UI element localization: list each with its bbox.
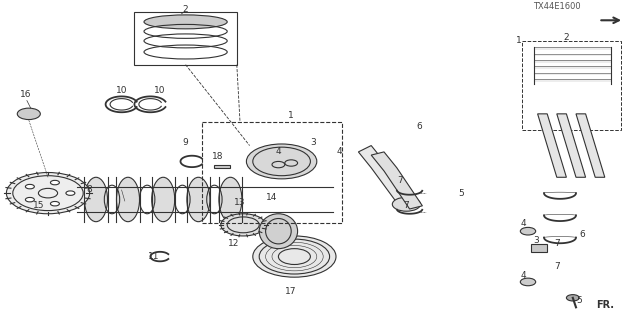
Polygon shape <box>371 152 422 209</box>
Circle shape <box>246 144 317 179</box>
Text: 4: 4 <box>337 148 342 156</box>
Text: 4: 4 <box>521 271 526 280</box>
Text: 14: 14 <box>266 193 278 202</box>
Circle shape <box>26 197 35 202</box>
Circle shape <box>17 108 40 120</box>
Text: 4: 4 <box>276 148 281 156</box>
Bar <box>214 164 230 168</box>
Polygon shape <box>538 114 566 177</box>
Text: 7: 7 <box>554 239 559 248</box>
Text: 12: 12 <box>228 239 239 248</box>
Ellipse shape <box>187 177 210 222</box>
Bar <box>522 41 621 130</box>
Text: 1: 1 <box>289 111 294 120</box>
Text: 16: 16 <box>20 90 31 99</box>
Circle shape <box>253 236 336 277</box>
Text: 7: 7 <box>404 201 409 210</box>
Text: 4: 4 <box>521 219 526 228</box>
Bar <box>202 122 342 223</box>
Ellipse shape <box>259 214 298 249</box>
Text: 9: 9 <box>183 138 188 147</box>
Circle shape <box>566 295 579 301</box>
Ellipse shape <box>84 177 108 222</box>
Text: 7: 7 <box>554 261 559 271</box>
Circle shape <box>520 228 536 235</box>
Text: 3: 3 <box>311 138 316 147</box>
Text: 10: 10 <box>116 85 127 94</box>
Circle shape <box>520 278 536 286</box>
Text: 15: 15 <box>33 201 44 210</box>
Text: 7: 7 <box>397 176 403 185</box>
Text: 18: 18 <box>212 152 223 161</box>
Text: 3: 3 <box>534 236 539 245</box>
Ellipse shape <box>116 177 140 222</box>
Circle shape <box>51 180 60 185</box>
Bar <box>134 12 237 65</box>
Circle shape <box>6 172 90 214</box>
Polygon shape <box>557 114 586 177</box>
Circle shape <box>392 197 420 211</box>
Circle shape <box>66 191 75 195</box>
Text: 10: 10 <box>154 85 166 94</box>
Text: 11: 11 <box>148 252 159 261</box>
Ellipse shape <box>152 177 175 222</box>
Text: 17: 17 <box>285 287 297 296</box>
Polygon shape <box>358 146 410 203</box>
Text: FR.: FR. <box>596 300 614 310</box>
Text: 5: 5 <box>458 188 463 198</box>
Bar <box>531 244 547 252</box>
Polygon shape <box>576 114 605 177</box>
Circle shape <box>221 214 266 236</box>
Text: 5: 5 <box>577 296 582 306</box>
Text: TX44E1600: TX44E1600 <box>533 2 580 11</box>
Ellipse shape <box>144 15 227 29</box>
Text: 6: 6 <box>580 230 585 239</box>
Text: 6: 6 <box>417 122 422 131</box>
Text: 2: 2 <box>183 5 188 14</box>
Text: 8: 8 <box>87 186 92 195</box>
Text: 13: 13 <box>234 198 246 207</box>
Text: 2: 2 <box>564 33 569 42</box>
Circle shape <box>26 184 35 189</box>
Text: 1: 1 <box>516 36 521 45</box>
Ellipse shape <box>219 177 242 222</box>
Circle shape <box>51 202 60 206</box>
